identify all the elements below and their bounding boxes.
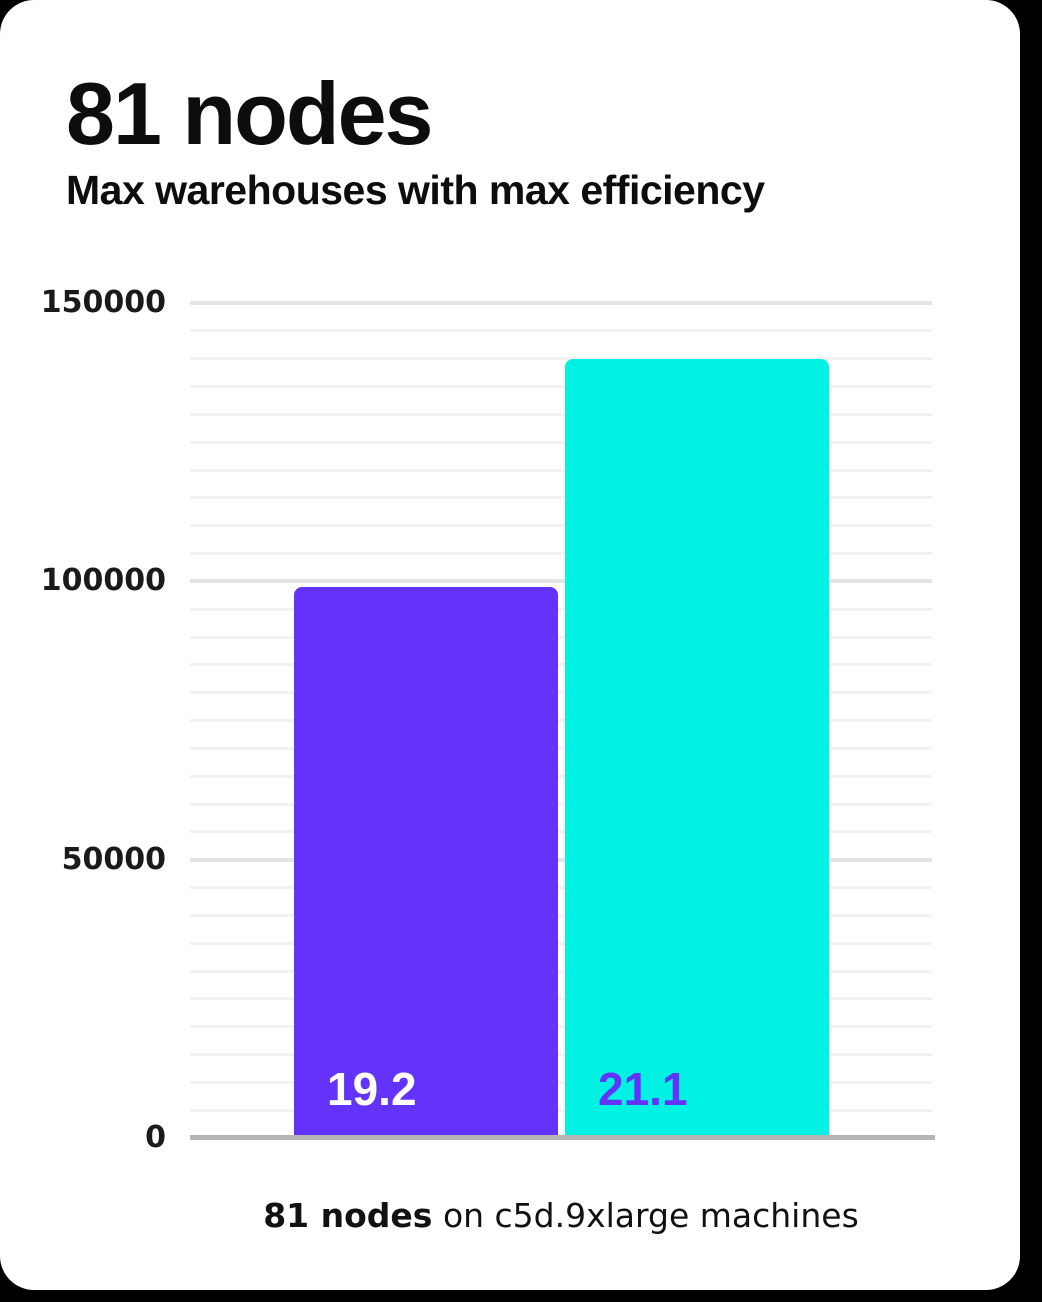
minor-gridline [190, 913, 932, 917]
minor-gridline [190, 1053, 932, 1056]
minor-gridline [190, 385, 932, 388]
minor-gridline [190, 746, 932, 750]
minor-gridline [190, 607, 932, 611]
minor-gridline [190, 1080, 932, 1084]
minor-gridline [190, 691, 932, 695]
page-subtitle: Max warehouses with max efficiency [66, 167, 765, 213]
minor-gridline [190, 830, 932, 834]
page-title: 81 nodes [66, 64, 433, 163]
major-gridline [190, 579, 932, 584]
y-axis-tick-label: 50000 [61, 841, 166, 877]
minor-gridline [190, 357, 932, 361]
bar-1: 19.2 [294, 586, 558, 1138]
plot-area: 19.2 21.1 [190, 301, 935, 1140]
minor-gridline [190, 997, 932, 1001]
minor-gridline [190, 552, 932, 555]
bar-value-label: 21.1 [598, 1063, 688, 1115]
caption-regular-text: on c5d.9xlarge machines [432, 1196, 859, 1235]
minor-gridline [190, 941, 932, 945]
minor-gridline [190, 886, 932, 889]
minor-gridline [190, 1108, 932, 1112]
bar-2: 21.1 [565, 358, 829, 1138]
minor-gridline [190, 468, 932, 472]
bar-value-label: 19.2 [327, 1063, 417, 1115]
y-axis-tick-label: 150000 [40, 285, 166, 320]
minor-gridline [190, 440, 932, 444]
major-gridline [190, 857, 932, 862]
y-axis-tick-label: 100000 [40, 563, 166, 599]
minor-gridline [190, 1025, 932, 1029]
minor-gridline [190, 719, 932, 722]
chart-caption: 81 nodes on c5d.9xlarge machines [190, 1196, 932, 1235]
minor-gridline [190, 663, 932, 667]
minor-gridline [190, 524, 932, 528]
minor-gridline [190, 802, 932, 806]
major-gridline [190, 301, 932, 305]
caption-bold-text: 81 nodes [263, 1196, 433, 1235]
minor-gridline [190, 774, 932, 778]
minor-gridline [190, 635, 932, 639]
minor-gridline [190, 412, 932, 416]
x-axis-line [190, 1135, 935, 1140]
minor-gridline [190, 329, 932, 333]
chart-card: 81 nodes Max warehouses with max efficie… [0, 0, 1020, 1290]
minor-gridline [190, 969, 932, 973]
bar-chart: 19.2 21.1 0 50000 100000 150000 [0, 286, 935, 1155]
y-axis-tick-label: 0 [145, 1120, 166, 1155]
minor-gridline [190, 496, 932, 500]
